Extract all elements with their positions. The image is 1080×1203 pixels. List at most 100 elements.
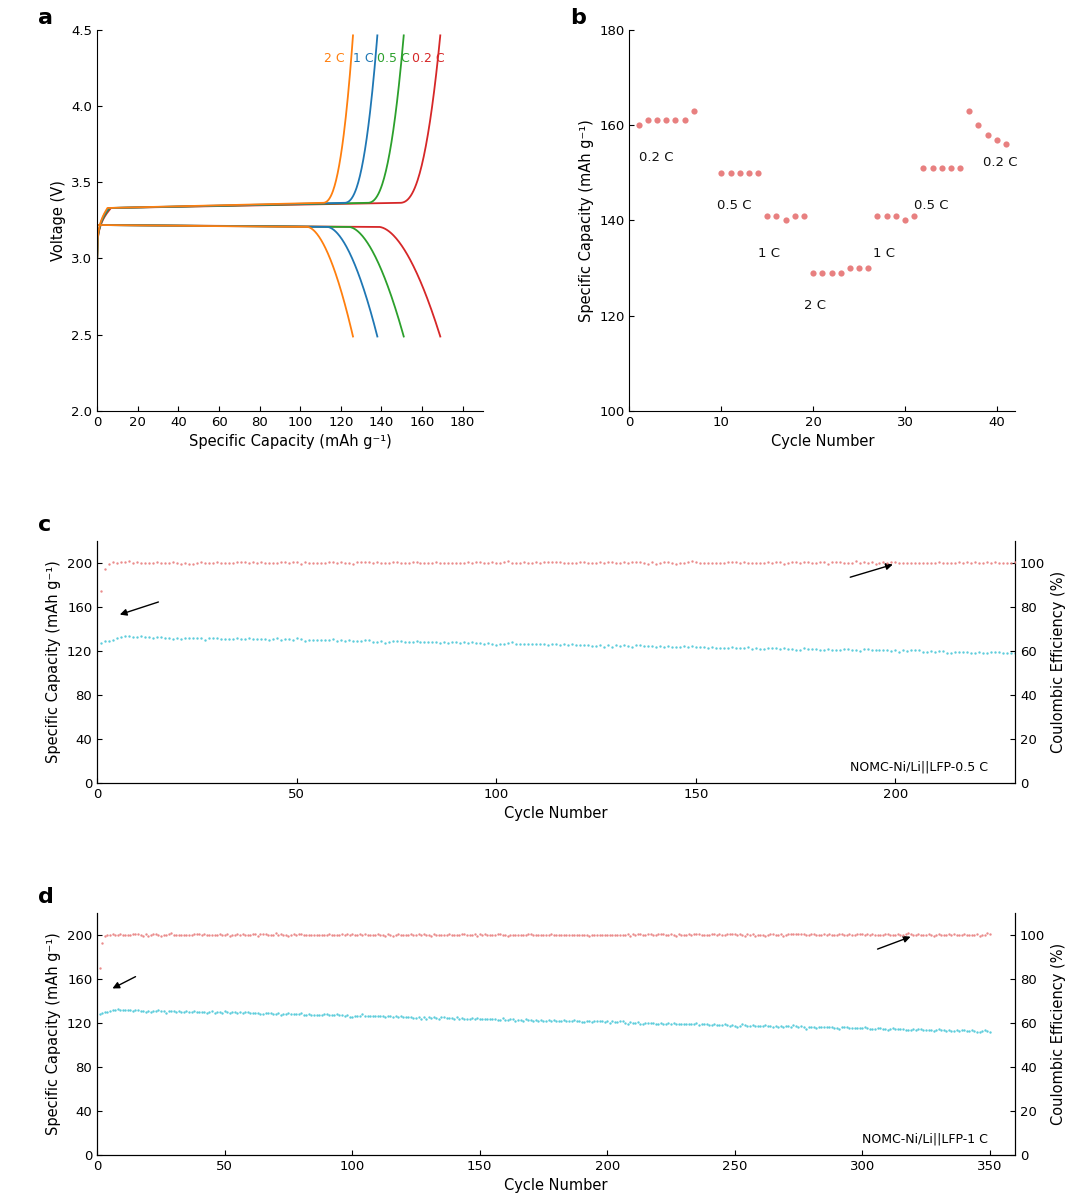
Point (616, 553, 633, 573)
Point (140, 553, 158, 573)
Point (665, 925, 683, 944)
Point (126, 924, 144, 943)
Point (508, 634, 525, 653)
Point (635, 636, 652, 656)
Point (456, 925, 473, 944)
Point (962, 642, 980, 662)
Text: b: b (570, 8, 586, 28)
Point (496, 634, 513, 653)
Point (491, 1011, 509, 1030)
Point (987, 642, 1004, 662)
Point (771, 552, 788, 571)
Point (703, 925, 720, 944)
Point (332, 630, 349, 650)
Point (970, 115, 987, 135)
Point (377, 926, 394, 946)
Point (204, 553, 221, 573)
Point (919, 642, 936, 662)
Point (576, 635, 593, 654)
Point (691, 553, 708, 573)
Point (522, 924, 539, 943)
Point (199, 1003, 216, 1023)
X-axis label: Cycle Number: Cycle Number (771, 434, 874, 449)
Point (956, 924, 973, 943)
Point (741, 925, 758, 944)
Point (244, 629, 261, 648)
Point (810, 1018, 827, 1037)
Point (987, 552, 1004, 571)
Point (287, 925, 305, 944)
Point (849, 924, 866, 943)
Point (907, 640, 924, 659)
Point (504, 1009, 522, 1029)
Point (161, 628, 178, 647)
Point (376, 633, 393, 652)
Point (735, 638, 753, 657)
Point (302, 925, 320, 944)
Point (619, 925, 636, 944)
Point (408, 552, 426, 571)
Point (718, 1015, 735, 1035)
Point (877, 1019, 894, 1038)
Point (752, 925, 769, 944)
Point (934, 641, 951, 660)
Point (291, 924, 308, 943)
Point (186, 924, 203, 943)
Point (813, 1018, 831, 1037)
Point (598, 1012, 616, 1031)
Point (889, 925, 906, 944)
Point (827, 552, 845, 571)
Point (583, 925, 600, 944)
Point (662, 1014, 679, 1033)
Point (568, 926, 585, 946)
Point (213, 629, 230, 648)
Point (450, 1009, 468, 1029)
Point (741, 1017, 758, 1036)
Y-axis label: Coulombic Efficiency (%): Coulombic Efficiency (%) (1051, 570, 1066, 753)
Point (595, 638, 612, 657)
Point (188, 1002, 205, 1021)
Point (771, 639, 788, 658)
Point (476, 1009, 494, 1029)
Point (91, 1005, 108, 1024)
Point (843, 1018, 861, 1037)
Point (542, 1012, 559, 1031)
Point (892, 925, 909, 944)
Point (563, 925, 580, 944)
Point (576, 552, 593, 571)
Point (941, 1020, 958, 1039)
Point (711, 924, 728, 943)
Point (907, 553, 924, 573)
Point (896, 924, 914, 943)
Point (550, 925, 567, 944)
Point (94, 934, 111, 953)
Point (208, 926, 226, 946)
Point (552, 635, 569, 654)
Point (415, 925, 432, 944)
Point (448, 553, 465, 573)
Point (248, 629, 266, 648)
Point (645, 1013, 662, 1032)
Point (150, 1001, 167, 1020)
Text: 1 C: 1 C (873, 247, 895, 260)
Point (795, 206, 812, 225)
Point (340, 630, 357, 650)
Point (265, 553, 282, 573)
Point (351, 925, 368, 944)
Point (948, 1020, 966, 1039)
Point (613, 1012, 631, 1031)
Point (524, 553, 541, 573)
Point (137, 1002, 154, 1021)
Point (221, 1003, 239, 1023)
Point (902, 924, 919, 943)
Point (242, 925, 259, 944)
Point (785, 1015, 802, 1035)
Point (548, 635, 565, 654)
Point (188, 553, 205, 573)
Point (701, 1015, 718, 1035)
Point (428, 552, 445, 571)
Point (394, 1007, 411, 1026)
Point (503, 553, 521, 573)
Point (578, 925, 595, 944)
Point (173, 629, 190, 648)
